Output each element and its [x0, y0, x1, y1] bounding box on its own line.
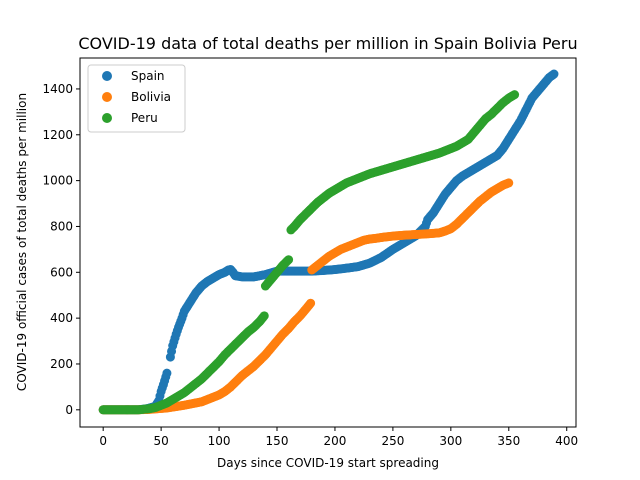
y-tick-label: 200	[50, 357, 73, 371]
data-points	[98, 69, 559, 415]
point-spain	[549, 69, 559, 79]
point-peru	[510, 90, 520, 100]
x-tick-label: 100	[208, 434, 231, 448]
chart-title: COVID-19 data of total deaths per millio…	[78, 34, 577, 53]
x-tick-label: 250	[381, 434, 404, 448]
x-tick-label: 350	[497, 434, 520, 448]
y-tick-label: 600	[50, 265, 73, 279]
y-tick-label: 400	[50, 311, 73, 325]
legend-label-bolivia: Bolivia	[131, 90, 171, 104]
y-tick-label: 1400	[42, 82, 73, 96]
y-axis-ticks: 0 200 400 600 800 1000 1200 1400	[42, 82, 80, 417]
y-tick-label: 800	[50, 219, 73, 233]
point-peru	[284, 255, 294, 265]
legend-label-spain: Spain	[131, 69, 165, 83]
x-tick-label: 200	[324, 434, 347, 448]
legend-marker-peru	[102, 113, 112, 123]
legend-box	[87, 64, 186, 133]
x-tick-label: 0	[99, 434, 107, 448]
x-tick-label: 150	[266, 434, 289, 448]
y-tick-label: 1000	[42, 174, 73, 188]
x-tick-label: 300	[439, 434, 462, 448]
plot-area	[79, 57, 577, 428]
x-axis-label: Days since COVID-19 start spreading	[217, 456, 439, 470]
point-bolivia	[306, 298, 316, 308]
legend-marker-bolivia	[102, 92, 112, 102]
legend-label-peru: Peru	[131, 111, 158, 125]
legend-marker-spain	[102, 71, 112, 81]
x-tick-label: 50	[153, 434, 168, 448]
x-axis-ticks: 0 50 100 150 200 250 300 350 400	[99, 427, 578, 448]
x-tick-label: 400	[555, 434, 578, 448]
point-spain	[162, 368, 172, 378]
point-peru	[259, 311, 269, 321]
series-peru	[98, 90, 520, 415]
y-tick-label: 0	[65, 403, 73, 417]
legend: Spain Bolivia Peru	[87, 64, 186, 133]
y-tick-label: 1200	[42, 128, 73, 142]
point-bolivia	[504, 178, 514, 188]
y-axis-label: COVID-19 official cases of total deaths …	[15, 93, 29, 391]
